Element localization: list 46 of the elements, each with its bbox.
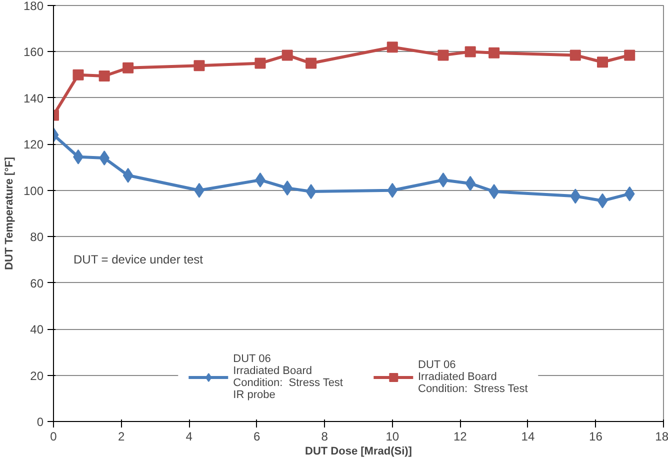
point: [570, 188, 581, 204]
legend-label: DUT 06 Irradiated Board Condition: Stress Test: [418, 359, 528, 395]
point: [282, 50, 293, 61]
x-axis-title: DUT Dose [Mrad(Si)]: [305, 446, 412, 458]
y-axis-title: DUT Temperature [°F]: [3, 156, 16, 270]
point: [488, 47, 500, 58]
point: [194, 60, 205, 72]
point: [386, 42, 398, 53]
point: [570, 50, 581, 61]
x-tick-label: 10: [386, 430, 400, 444]
y-tick-label: 100: [23, 184, 44, 198]
point: [122, 62, 134, 74]
y-tick-label: 80: [30, 230, 44, 244]
x-tick-label: 8: [321, 430, 328, 444]
point: [597, 56, 608, 68]
point: [488, 184, 500, 200]
point: [438, 50, 449, 61]
point: [624, 186, 635, 202]
x-tick-label: 0: [50, 430, 58, 444]
y-tick-label: 120: [23, 138, 44, 152]
point: [306, 184, 316, 200]
x-tick-label: 18: [655, 430, 668, 444]
y-tick-label: 20: [30, 368, 44, 383]
y-tick-label: 140: [23, 91, 44, 106]
x-tick-label: 16: [589, 430, 603, 444]
y-tick-label: 0: [36, 415, 44, 429]
x-tick-label: 12: [453, 430, 468, 444]
point: [464, 46, 476, 58]
point: [72, 69, 84, 80]
x-tick-label: 14: [521, 430, 535, 444]
x-tick-label: 6: [253, 430, 260, 444]
y-tick-label: 160: [23, 45, 44, 60]
point: [254, 58, 266, 69]
point: [306, 58, 317, 69]
y-tick-label: 180: [23, 0, 44, 13]
y-tick-label: 60: [30, 276, 44, 290]
annotation: DUT = device under test: [74, 252, 204, 266]
y-tick-label: 40: [30, 322, 44, 337]
x-tick-label: 4: [186, 430, 193, 444]
point: [597, 193, 608, 208]
point: [122, 168, 134, 183]
x-tick-label: 2: [118, 430, 125, 444]
legend-label: DUT 06 Irradiated Board Condition: Stress Test IR probe: [233, 353, 343, 401]
point: [624, 50, 636, 61]
point: [98, 70, 110, 82]
point: [387, 182, 398, 198]
